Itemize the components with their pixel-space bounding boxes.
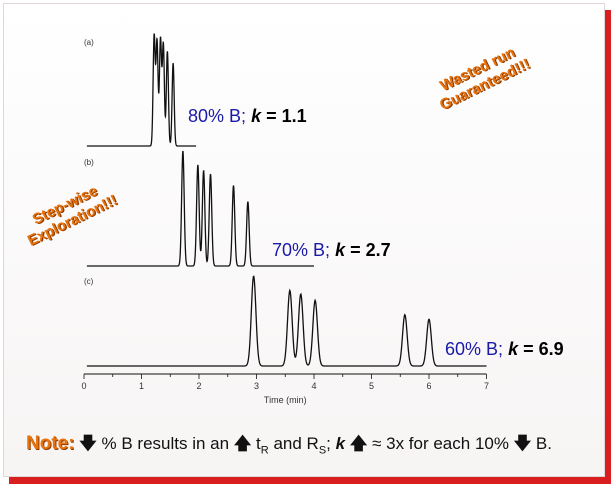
chromatogram-panel-b: (b) (84, 150, 314, 267)
up-arrow-icon-2: 🡅 (349, 434, 368, 453)
chromatogram-panel-a: (a) (84, 33, 197, 147)
note-k: k (335, 434, 346, 453)
panel-label-3: (c) (84, 277, 94, 286)
x-axis-title: Time (min) (264, 395, 307, 405)
down-arrow-icon-2: 🡇 (513, 434, 532, 453)
condition-label-a: 80% B; k = 1.1 (188, 106, 307, 127)
x-tick-label-3: 3 (254, 381, 259, 391)
note-text-5: ≈ 3x for each 10% (372, 434, 509, 453)
k-value-b: = 2.7 (350, 240, 391, 260)
note-line: Note: 🡇 % B results in an 🡅 tR and RS; k… (26, 431, 552, 460)
note-label: Note: (26, 433, 75, 454)
panel-label-1: (a) (84, 38, 94, 47)
up-arrow-icon: 🡅 (233, 434, 252, 453)
chromatogram-trace-1 (86, 33, 197, 147)
x-tick-label-7: 7 (484, 381, 489, 391)
chromatogram-panel-c: (c) (84, 275, 487, 367)
note-text-3: and R (273, 434, 319, 453)
x-tick-label-6: 6 (426, 381, 431, 391)
note-text-2: t (256, 434, 261, 453)
note-sub-r: R (260, 444, 269, 457)
x-tick-label-0: 0 (81, 381, 86, 391)
k-symbol-c: k (508, 339, 519, 359)
x-tick-label-2: 2 (196, 381, 201, 391)
condition-label-b: 70% B; k = 2.7 (272, 240, 391, 261)
note-sub-s: S (318, 444, 327, 457)
k-value-c: = 6.9 (523, 339, 564, 359)
k-symbol-a: k (251, 106, 262, 126)
x-tick-label-1: 1 (139, 381, 144, 391)
percent-b-c: 60% B; (445, 339, 504, 359)
panel-label-2: (b) (84, 158, 94, 167)
x-tick-label-5: 5 (369, 381, 374, 391)
percent-b-a: 80% B; (188, 106, 247, 126)
k-symbol-b: k (335, 240, 346, 260)
x-tick-label-4: 4 (311, 381, 316, 391)
note-text-1: % B results in an (101, 434, 230, 453)
note-text-4: ; (326, 434, 331, 453)
note-text-6: B. (535, 434, 552, 453)
down-arrow-icon: 🡇 (79, 434, 97, 453)
chromatogram-trace-2 (86, 150, 314, 267)
k-value-a: = 1.1 (266, 106, 307, 126)
time-axis: 0 1 2 3 4 5 6 7 Time (min) (81, 373, 489, 405)
chromatogram-trace-3 (86, 275, 487, 367)
percent-b-b: 70% B; (272, 240, 331, 260)
slide-frame (3, 3, 605, 477)
condition-label-c: 60% B; k = 6.9 (445, 339, 564, 360)
